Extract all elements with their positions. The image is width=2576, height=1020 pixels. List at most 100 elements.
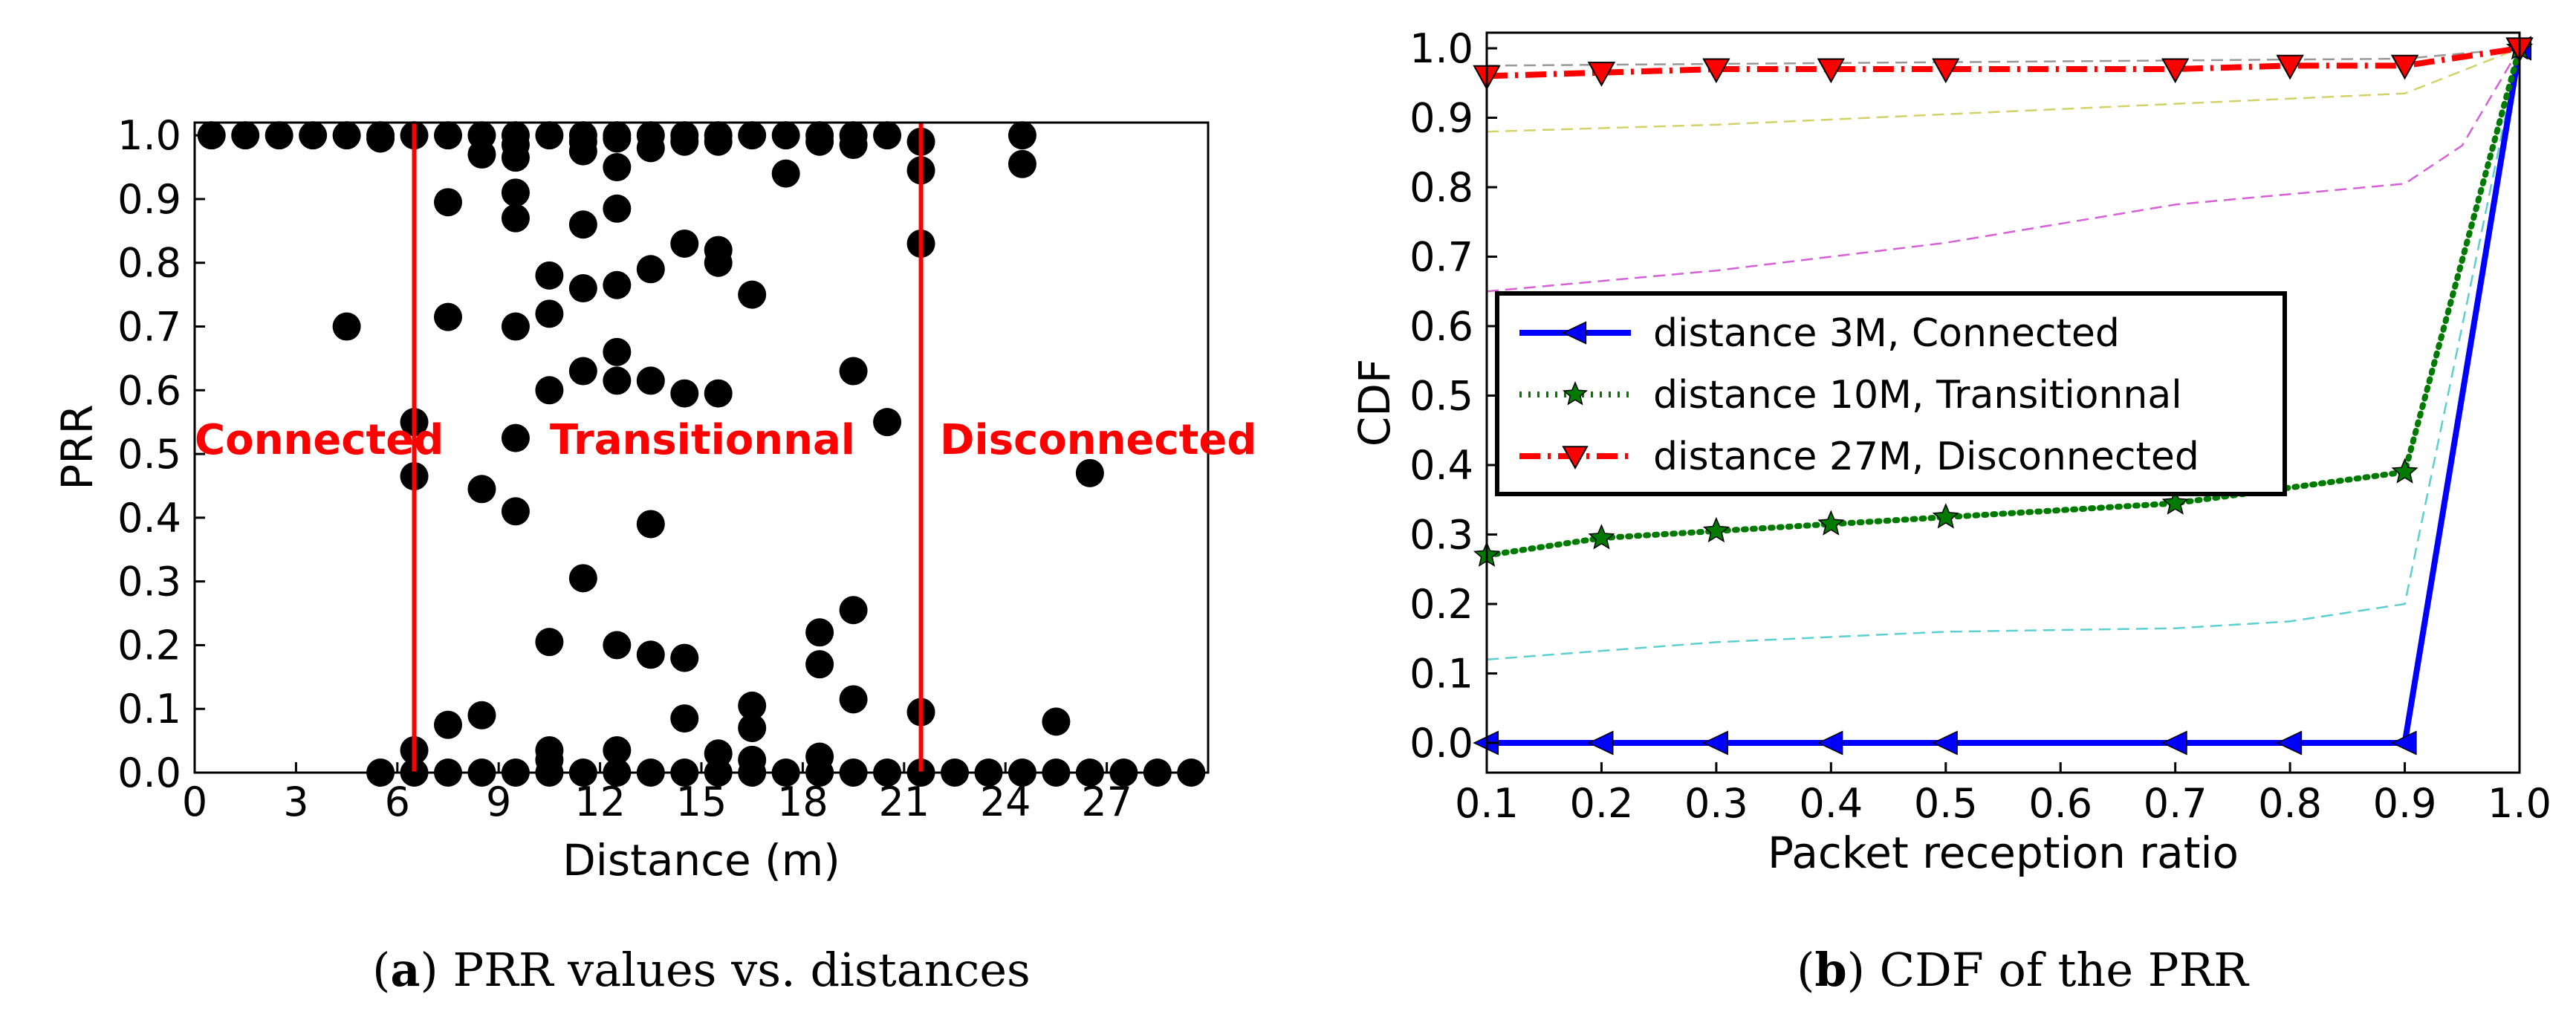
prr-point (636, 255, 665, 284)
y-tick-label: 0.0 (1409, 720, 1473, 767)
prr-point (501, 204, 530, 233)
y-tick-label: 0.6 (117, 367, 181, 414)
prr-point (434, 121, 462, 150)
cdf-series-line (1486, 45, 2520, 79)
x-tick-label: 18 (777, 779, 828, 825)
prr-point (636, 640, 665, 669)
x-tick-label: 0.4 (1799, 780, 1863, 827)
prr-point (467, 701, 496, 730)
prr-point (568, 274, 597, 303)
prr-point (738, 280, 767, 309)
prr-point (603, 153, 632, 182)
x-tick-label: 3 (283, 779, 308, 825)
panel-b-caption: (b) CDF of the PRR (1797, 943, 2250, 997)
prr-point (670, 643, 699, 672)
x-tick-label: 21 (878, 779, 929, 825)
cdf-series-marker (1817, 730, 1843, 756)
x-tick-label: 1.0 (2488, 780, 2551, 827)
prr-point (603, 124, 632, 153)
legend-marker (1562, 381, 1589, 406)
prr-point (738, 713, 767, 742)
panel-b-marks (1473, 34, 2534, 756)
panel-a-caption-text: PRR values vs. distances (438, 943, 1031, 997)
prr-point (873, 121, 902, 150)
cdf-series-marker (1587, 62, 1616, 87)
y-tick-label: 0.8 (117, 240, 181, 287)
y-tick-label: 0.9 (1409, 95, 1473, 142)
prr-point (1008, 121, 1036, 150)
x-tick-label: 27 (1081, 779, 1132, 825)
panel-a-ticks: 0 3 6 9 12 15 18 21 24 27 0.0 0.1 0.2 0.3 0.4 0.5 0.6 0.7… (117, 112, 1132, 825)
prr-point (434, 188, 462, 217)
prr-point (873, 408, 902, 437)
prr-point (501, 143, 530, 172)
prr-point (501, 497, 530, 526)
y-tick-label: 0.1 (1409, 651, 1473, 698)
cdf-series-line (1484, 45, 2523, 559)
prr-point (839, 596, 868, 625)
panel-a-prr-scatter: 0 3 6 9 12 15 18 21 24 27 0.0 0.1 0.2 0.3 0.4 0.5 0.6 0.7… (52, 112, 1256, 997)
prr-point (535, 261, 564, 290)
panel-a-x-axis-label: Distance (m) (562, 835, 840, 886)
prr-point (839, 685, 868, 714)
x-tick-label: 12 (574, 779, 626, 825)
panel-a-region-connected: Connected (195, 416, 444, 464)
background-cdf-curve (1486, 47, 2520, 67)
x-tick-label: 0.7 (2144, 780, 2207, 827)
x-tick-label: 24 (980, 779, 1031, 825)
prr-point (467, 140, 496, 169)
cdf-series-marker (2390, 54, 2419, 80)
y-tick-label: 0.2 (117, 622, 181, 669)
x-tick-label: 9 (486, 779, 511, 825)
prr-point (299, 121, 328, 150)
panel-b-y-axis-label: CDF (1349, 359, 1400, 447)
y-tick-label: 0.3 (1409, 512, 1473, 559)
cdf-series-marker (1702, 58, 1730, 84)
prr-point (467, 475, 496, 504)
cdf-series-marker (2276, 54, 2304, 80)
prr-point (771, 159, 800, 188)
x-tick-label: 0.3 (1684, 780, 1748, 827)
prr-point (568, 564, 597, 593)
y-tick-label: 0.4 (117, 495, 181, 542)
cdf-series-marker (1702, 730, 1728, 756)
prr-point (568, 210, 597, 239)
panel-a-y-axis-label: PRR (52, 404, 103, 490)
panel-a-region-transitional: Transitionnal (550, 416, 855, 464)
y-tick-label: 0.9 (117, 176, 181, 223)
cdf-series-marker (2161, 489, 2189, 515)
x-tick-label: 0.1 (1455, 780, 1519, 827)
panel-a-region-disconnected: Disconnected (940, 416, 1256, 464)
prr-point (535, 376, 564, 405)
legend-label: distance 3M, Connected (1653, 311, 2120, 356)
y-tick-label: 0.3 (117, 559, 181, 605)
panel-a-caption-letter: a (390, 943, 420, 997)
x-tick-label: 0.2 (1569, 780, 1633, 827)
prr-point (603, 735, 632, 764)
cdf-series-marker (1932, 503, 1959, 529)
prr-point (1075, 458, 1104, 487)
cdf-series-marker (2391, 458, 2418, 484)
prr-point (603, 194, 632, 223)
prr-point (1042, 707, 1071, 736)
panel-b-cdf-line: 0.1 0.2 0.3 0.4 0.5 0.6 0.7 0.8 0.9 1.0 0.0 0.1 0.2 0… (1349, 25, 2551, 997)
prr-point (636, 510, 665, 539)
prr-point (603, 270, 632, 299)
y-tick-label: 0.0 (117, 750, 181, 796)
y-tick-label: 1.0 (117, 112, 181, 159)
prr-point (636, 366, 665, 395)
prr-point (535, 121, 564, 150)
prr-point (805, 650, 834, 679)
prr-point (535, 628, 564, 657)
prr-point (1008, 149, 1036, 178)
panel-b-plot-frame (1485, 31, 2521, 774)
prr-point (535, 299, 564, 328)
prr-point (603, 631, 632, 660)
background-cdf-curve (1486, 48, 2521, 293)
y-tick-label: 0.7 (1409, 234, 1473, 281)
y-tick-label: 0.7 (117, 304, 181, 351)
prr-point (738, 691, 767, 720)
panel-b-caption-text: CDF of the PRR (1865, 943, 2250, 997)
prr-point (197, 121, 226, 150)
cdf-series-marker (2276, 730, 2303, 756)
